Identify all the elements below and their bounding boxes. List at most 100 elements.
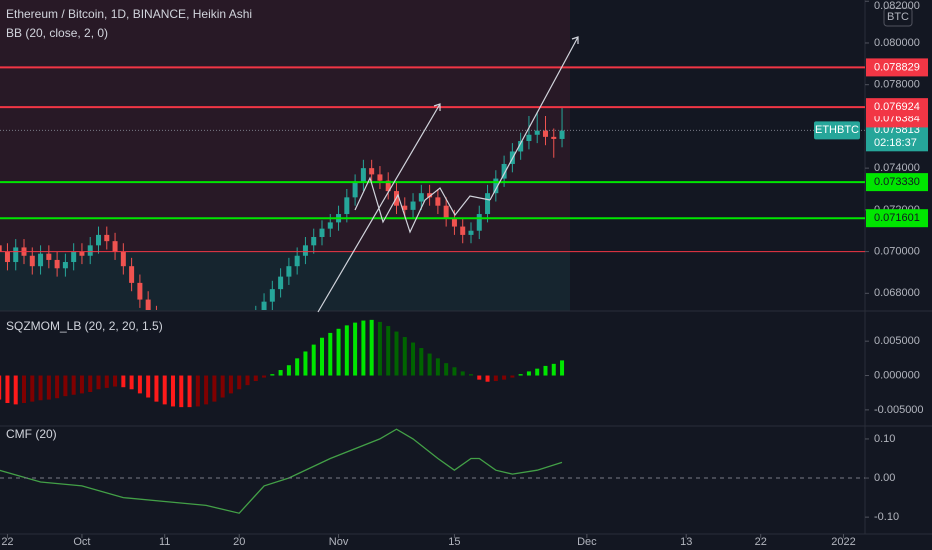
candle-body (87, 245, 93, 256)
level-box (866, 58, 928, 77)
candle-body (4, 251, 10, 263)
momentum-bar (63, 375, 68, 397)
candle-body (261, 301, 267, 310)
momentum-bar (452, 367, 457, 376)
y-tick-label: 0.005000 (874, 335, 920, 347)
level-box (866, 98, 928, 117)
momentum-bar (311, 344, 316, 376)
momentum-bar (262, 375, 267, 378)
candle-body (443, 205, 449, 219)
candle-body (451, 218, 457, 227)
momentum-bar (195, 375, 200, 407)
candle-body (29, 255, 35, 267)
indicator-label: CMF (20) (6, 427, 57, 441)
momentum-bar (535, 368, 540, 376)
y-tick-label: 0.078000 (874, 79, 920, 91)
candle-body (137, 282, 143, 300)
momentum-bar (220, 375, 225, 398)
candle-body (311, 236, 317, 246)
momentum-bar (113, 375, 118, 387)
drawings (317, 36, 579, 313)
currency-box[interactable] (883, 7, 913, 27)
momentum-bar (55, 375, 60, 399)
momentum-bar (518, 374, 523, 376)
momentum-bar (270, 374, 275, 376)
momentum-bar (79, 375, 84, 394)
momentum-bar (129, 375, 134, 390)
momentum-bar (328, 332, 333, 376)
candle-body (418, 193, 424, 202)
momentum-bar (344, 325, 349, 376)
level-box (866, 173, 928, 192)
candle-body (129, 266, 135, 283)
candle-body (286, 266, 292, 277)
momentum-bar (88, 375, 93, 393)
candle-body (542, 130, 548, 137)
momentum-bar (162, 375, 167, 405)
momentum-bar (485, 375, 490, 382)
momentum-bar (303, 351, 308, 376)
y-tick-label: -0.005000 (874, 404, 924, 416)
momentum-bar (444, 363, 449, 376)
candle-body (377, 174, 383, 181)
cmf-line (0, 428, 563, 514)
candle-body (559, 130, 565, 139)
momentum-bar (154, 375, 159, 402)
momentum-bar (5, 375, 10, 404)
candle-body (427, 193, 433, 198)
marks (0, 66, 865, 514)
momentum-bar (38, 375, 43, 401)
band-shade (0, 0, 570, 251)
momentum-bar (394, 331, 399, 376)
candle-body (493, 178, 499, 194)
momentum-bar (187, 375, 192, 408)
currency[interactable]: BTC (887, 11, 909, 23)
momentum-bar (551, 363, 556, 376)
candle-body (96, 234, 102, 246)
candle-body (468, 230, 474, 235)
y-tick-label: 0.080000 (874, 37, 920, 49)
x-tick-label: Nov (329, 536, 349, 548)
candle-body (369, 168, 375, 175)
candle-body (62, 262, 68, 269)
momentum-bar (71, 375, 76, 395)
indicator-label: SQZMOM_LB (20, 2, 20, 1.5) (6, 319, 163, 333)
pane (0, 319, 565, 408)
candle-body (71, 251, 77, 263)
x-tick-label: Dec (577, 536, 597, 548)
momentum-bar (502, 375, 507, 380)
zigzag (354, 176, 491, 234)
x-tick-label: Oct (73, 536, 90, 548)
momentum-bar (427, 353, 432, 376)
candle-body (294, 255, 300, 267)
y-tick-label: 0.000000 (874, 369, 920, 381)
momentum-bar (96, 375, 101, 390)
momentum-bar (286, 365, 291, 376)
momentum-bar (336, 328, 341, 376)
candle-body (13, 247, 19, 263)
momentum-bar (137, 375, 142, 394)
candle-body (327, 222, 333, 229)
candle-body (0, 245, 2, 252)
momentum-bar (386, 326, 391, 376)
candle-body (145, 299, 151, 310)
x-tick-label: 22 (755, 536, 767, 548)
momentum-bar (493, 375, 498, 382)
momentum-bar (30, 375, 35, 402)
candle-body (410, 201, 416, 210)
candle-body (54, 259, 60, 269)
candle-body (344, 197, 350, 215)
momentum-bar (46, 375, 51, 400)
y-tick-label: 0.10 (874, 433, 895, 445)
candle-body (46, 253, 52, 260)
candle-body (551, 136, 557, 139)
momentum-bar (228, 375, 233, 394)
momentum-bar (171, 375, 175, 407)
candle-body (460, 226, 466, 235)
level-label: 0.076924 (874, 101, 920, 113)
momentum-bar (0, 375, 2, 400)
momentum-bar (204, 375, 209, 405)
candle-body (112, 241, 118, 252)
candle-body (352, 182, 358, 198)
